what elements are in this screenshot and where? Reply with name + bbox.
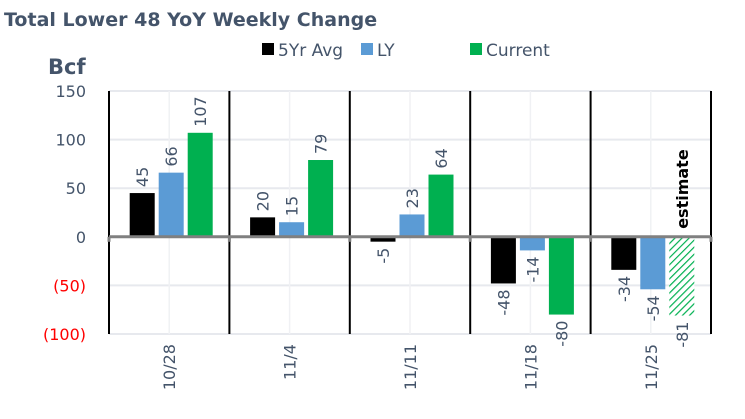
bar-current-11-11 [428,174,454,237]
data-label: 64 [432,148,451,168]
y-tick-label: 50 [66,179,86,198]
annotations: estimate [673,149,692,229]
data-label: 45 [133,167,152,187]
bar-current-10-28 [187,132,213,237]
bar-ly-11-18 [519,236,545,251]
y-tick-label: 150 [55,82,86,101]
bar-current-11-25 [669,236,695,316]
bar-ly-10-28 [158,172,184,237]
bars [129,132,695,316]
data-labels: 45 66 107 20 15 79 -5 23 64 -48 -14 -80 -34 -54 -81 [133,96,692,347]
bar-5yr-avg-11-4 [250,217,276,237]
estimate-annotation: estimate [673,149,692,229]
bar-current-11-18 [548,236,574,315]
x-axis-ticks: 10/28 11/4 11/11 11/18 11/25 [160,344,661,390]
data-label: -5 [374,248,393,264]
x-tick-label: 11/11 [401,344,420,390]
y-tick-label: (50) [53,276,86,295]
data-label: 20 [254,191,273,211]
bar-ly-11-25 [640,236,666,290]
x-tick-label: 11/4 [281,344,300,380]
bar-current-11-4 [308,160,334,237]
bar-5yr-avg-11-25 [611,236,637,270]
data-label: 79 [312,134,331,154]
y-tick-label: 100 [55,131,86,150]
legend-swatch-0 [262,43,274,55]
data-label: -14 [523,256,542,282]
group-separators [108,91,712,334]
data-label: -34 [615,276,634,302]
y-axis-ticks: 150 100 50 0 (50) (100) [43,82,86,344]
data-label: 23 [403,188,422,208]
bar-ly-11-11 [399,214,425,237]
data-label: 107 [191,96,210,127]
bar-5yr-avg-11-11 [370,236,396,242]
data-label: -80 [552,321,571,347]
data-label: -81 [673,322,692,348]
bar-5yr-avg-11-18 [490,236,516,284]
bar-ly-11-4 [279,222,305,237]
zero-axis [107,235,713,242]
y-axis-unit-label: Bcf [48,55,86,79]
data-label: -48 [494,289,513,315]
legend: 5Yr Avg LY Current [262,41,550,61]
y-tick-label: 0 [76,228,86,247]
chart-title: Total Lower 48 YoY Weekly Change [4,9,377,31]
x-tick-label: 11/25 [642,344,661,390]
legend-label-1: LY [377,41,395,61]
legend-swatch-1 [361,43,373,55]
data-label: 66 [162,146,181,166]
bar-5yr-avg-10-28 [129,193,155,237]
legend-swatch-2 [470,43,482,55]
y-tick-label: (100) [43,325,86,344]
legend-label-2: Current [486,41,550,61]
legend-label-0: 5Yr Avg [278,41,343,61]
data-label: -54 [644,295,663,321]
data-label: 15 [283,196,302,216]
x-tick-label: 11/18 [521,344,540,390]
x-tick-label: 10/28 [160,344,179,390]
